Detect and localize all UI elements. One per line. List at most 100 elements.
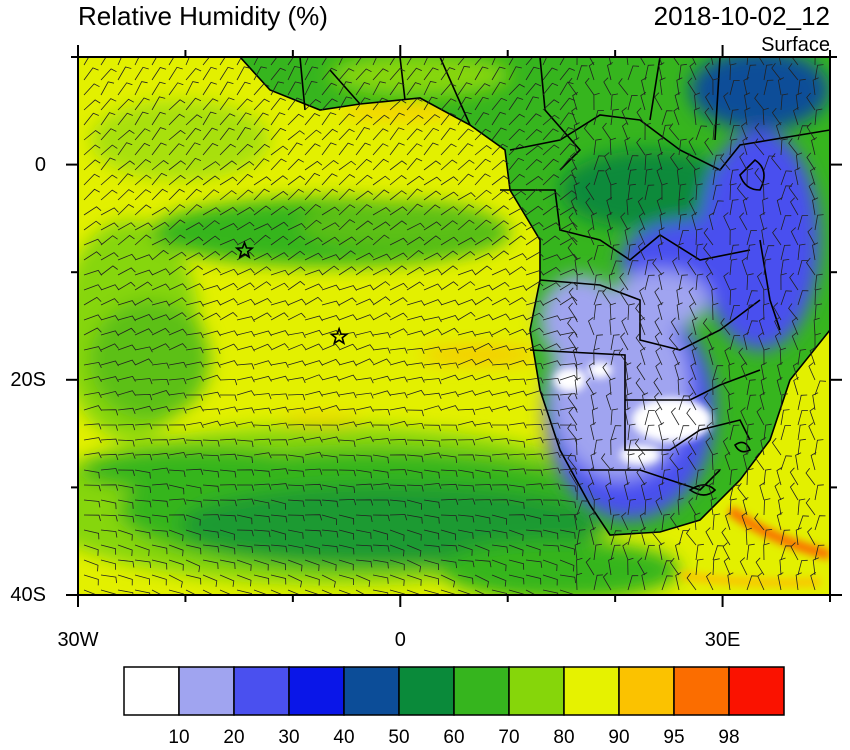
wind-barb <box>423 346 442 353</box>
wind-barb <box>83 57 90 66</box>
wind-barb <box>457 374 476 381</box>
wind-barb <box>236 421 255 428</box>
wind-barb <box>168 265 187 276</box>
wind-barb <box>219 559 236 570</box>
wind-barb <box>590 452 597 471</box>
wind-barb <box>440 574 456 588</box>
wind-barb <box>338 314 357 321</box>
wind-barb <box>372 234 390 246</box>
wind-barb <box>474 469 491 479</box>
wind-barb <box>440 191 459 201</box>
wind-barb <box>806 152 816 171</box>
wind-barb <box>100 207 119 216</box>
wind-barb <box>644 64 655 81</box>
wind-barb <box>134 378 153 385</box>
wind-barb <box>338 374 357 381</box>
wind-barb <box>809 407 816 426</box>
wind-barb <box>688 197 697 216</box>
wind-barb <box>423 299 442 306</box>
wind-barb <box>117 390 136 396</box>
wind-barb <box>406 529 422 541</box>
wind-barb <box>525 437 544 444</box>
wind-barb <box>202 439 220 447</box>
wind-barb <box>100 499 117 510</box>
wind-barb <box>185 394 204 401</box>
wind-barb <box>508 360 527 366</box>
wind-barb <box>635 303 646 321</box>
wind-barb <box>491 589 508 595</box>
wind-barb <box>525 574 542 585</box>
wind-barb <box>321 222 340 231</box>
wind-barb <box>423 67 439 81</box>
wind-barb <box>83 67 99 81</box>
wind-barb <box>703 392 714 411</box>
wind-barb <box>695 273 704 291</box>
wind-barb <box>117 327 136 336</box>
wind-barb <box>559 374 578 381</box>
wind-barb <box>525 145 543 156</box>
wind-barb <box>780 409 790 426</box>
wind-barb <box>685 153 697 171</box>
wind-barb <box>576 557 583 576</box>
wind-barb <box>525 281 544 291</box>
wind-barb <box>508 253 527 261</box>
wind-barb <box>491 97 508 111</box>
wind-barb <box>674 92 681 111</box>
wind-barb <box>185 514 201 526</box>
wind-barb <box>758 332 765 351</box>
wind-barb <box>389 469 408 476</box>
wind-barb <box>693 107 700 126</box>
wind-barb <box>321 159 339 171</box>
wind-barb <box>202 267 221 276</box>
wind-barb <box>641 572 648 591</box>
wind-barb <box>588 467 595 486</box>
wind-barb <box>338 343 357 351</box>
wind-barb <box>508 378 527 385</box>
wind-barb <box>321 98 338 111</box>
wind-barb <box>253 452 272 459</box>
wind-barb <box>474 342 493 351</box>
wind-barb <box>593 274 603 291</box>
wind-barb <box>729 63 737 81</box>
wind-barb <box>270 574 287 585</box>
wind-barb <box>253 127 270 141</box>
wind-barb <box>689 302 697 321</box>
wind-barb <box>457 454 476 461</box>
wind-barb <box>780 244 791 261</box>
wind-barb <box>491 453 510 460</box>
wind-barb <box>542 222 561 231</box>
wind-barb <box>185 188 202 201</box>
wind-barb <box>763 302 770 321</box>
wind-barb <box>627 557 634 576</box>
wind-barb <box>355 142 371 156</box>
wind-barb <box>508 66 522 81</box>
wind-barb <box>644 168 653 186</box>
wind-barb <box>338 57 344 66</box>
wind-barb <box>423 57 429 66</box>
wind-barb <box>758 57 765 66</box>
wind-barb <box>389 514 408 521</box>
wind-barb <box>219 360 238 366</box>
wind-barb <box>626 197 633 216</box>
wind-barb <box>151 249 169 261</box>
wind-barb <box>508 514 527 521</box>
wind-barb <box>575 572 583 591</box>
wind-barb <box>588 57 595 66</box>
wind-barb <box>202 98 219 111</box>
wind-barb <box>168 234 186 246</box>
wind-barb <box>372 347 391 354</box>
wind-barb <box>780 529 791 546</box>
wind-barb <box>788 182 799 201</box>
wind-barb <box>508 544 524 557</box>
wind-barb <box>304 374 323 381</box>
wind-barb <box>508 439 526 448</box>
wind-barb <box>270 190 289 201</box>
wind-barb <box>100 330 119 337</box>
wind-barb <box>321 436 340 443</box>
wind-barb <box>338 421 357 428</box>
wind-barb <box>287 393 306 401</box>
wind-barb <box>185 68 202 81</box>
wind-barb <box>423 529 440 540</box>
wind-barb <box>729 468 738 486</box>
wind-barb <box>602 572 612 591</box>
